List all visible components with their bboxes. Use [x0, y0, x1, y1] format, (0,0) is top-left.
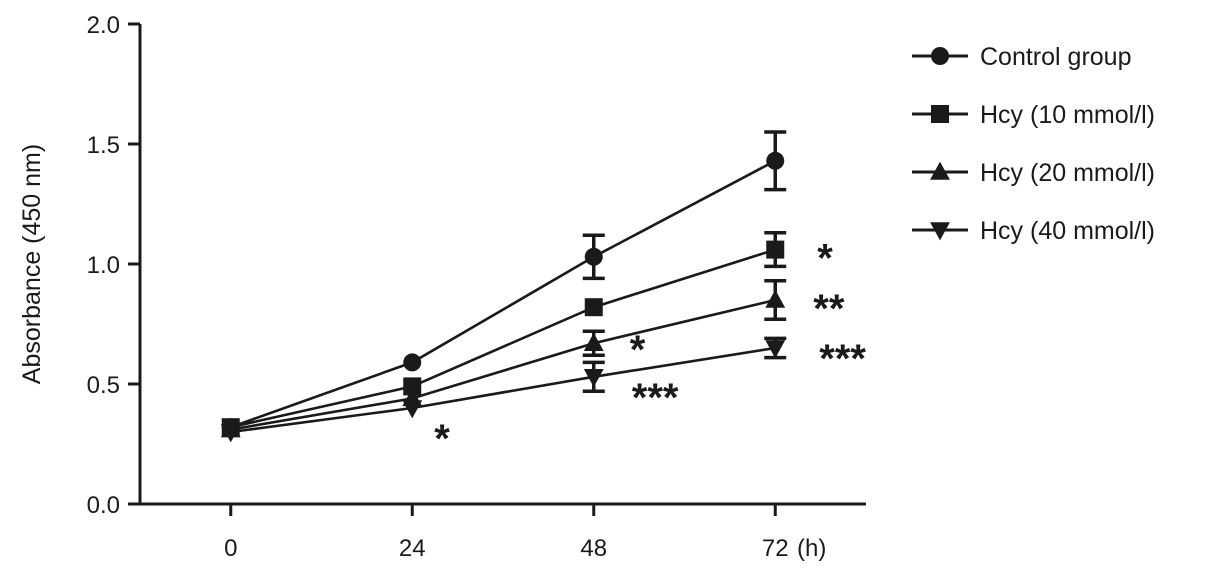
y-tick-label: 1.0 — [87, 252, 120, 279]
series-1: * — [221, 231, 833, 437]
data-point-marker — [584, 247, 603, 266]
legend-marker — [930, 161, 950, 180]
legend-label: Control group — [980, 43, 1131, 71]
series-line — [230, 248, 776, 429]
legend-marker — [930, 222, 950, 241]
data-point-marker — [583, 369, 604, 388]
data-point-marker — [766, 240, 785, 259]
legend-label: Hcy (10 mmol/l) — [980, 101, 1155, 129]
legend-item: Hcy (40 mmol/l) — [912, 217, 1155, 245]
x-tick-label: 48 — [580, 535, 607, 562]
axes — [138, 24, 866, 506]
y-axis-title: Absorbance (450 nm) — [18, 144, 46, 384]
data-point-marker — [766, 151, 785, 170]
y-ticks: 0.0 0.5 1.0 1.5 2.0 — [87, 12, 140, 519]
legend: Control group Hcy (10 mmol/l) Hcy (20 mmol… — [912, 43, 1155, 245]
data-point-marker — [765, 289, 786, 308]
x-ticks: 0 24 48 72 — [224, 504, 789, 562]
series-line — [230, 298, 776, 431]
legend-label: Hcy (40 mmol/l) — [980, 217, 1155, 245]
significance-label: ** — [813, 287, 845, 331]
series-3: ******* — [220, 336, 866, 461]
series-layer: *********** — [220, 130, 866, 461]
series-line — [230, 159, 776, 429]
data-point-marker — [403, 353, 422, 372]
x-tick-label: 0 — [224, 535, 237, 562]
significance-label: *** — [632, 376, 679, 420]
data-point-marker — [584, 298, 603, 317]
series-2: *** — [220, 279, 845, 438]
legend-item: Hcy (10 mmol/l) — [912, 101, 1155, 129]
significance-label: * — [630, 328, 646, 372]
significance-label: * — [434, 417, 450, 461]
x-tick-label: 24 — [399, 535, 426, 562]
y-tick-label: 2.0 — [87, 12, 120, 39]
y-tick-label: 1.5 — [87, 132, 120, 159]
y-tick-label: 0.0 — [87, 492, 120, 519]
legend-marker — [931, 105, 949, 123]
series-0 — [221, 130, 787, 437]
legend-label: Hcy (20 mmol/l) — [980, 159, 1155, 187]
x-tick-label: 72 — [762, 535, 789, 562]
significance-label: *** — [819, 337, 866, 381]
data-point-marker — [403, 377, 422, 396]
data-point-marker — [220, 424, 241, 443]
legend-item: Control group — [912, 43, 1131, 71]
series-line — [230, 346, 776, 434]
data-point-marker — [765, 340, 786, 359]
legend-marker — [931, 47, 949, 65]
data-point-marker — [402, 400, 423, 419]
significance-label: * — [817, 237, 833, 281]
y-tick-label: 0.5 — [87, 372, 120, 399]
x-unit-label: (h) — [797, 535, 826, 562]
data-point-marker — [583, 332, 604, 351]
legend-item: Hcy (20 mmol/l) — [912, 159, 1155, 187]
